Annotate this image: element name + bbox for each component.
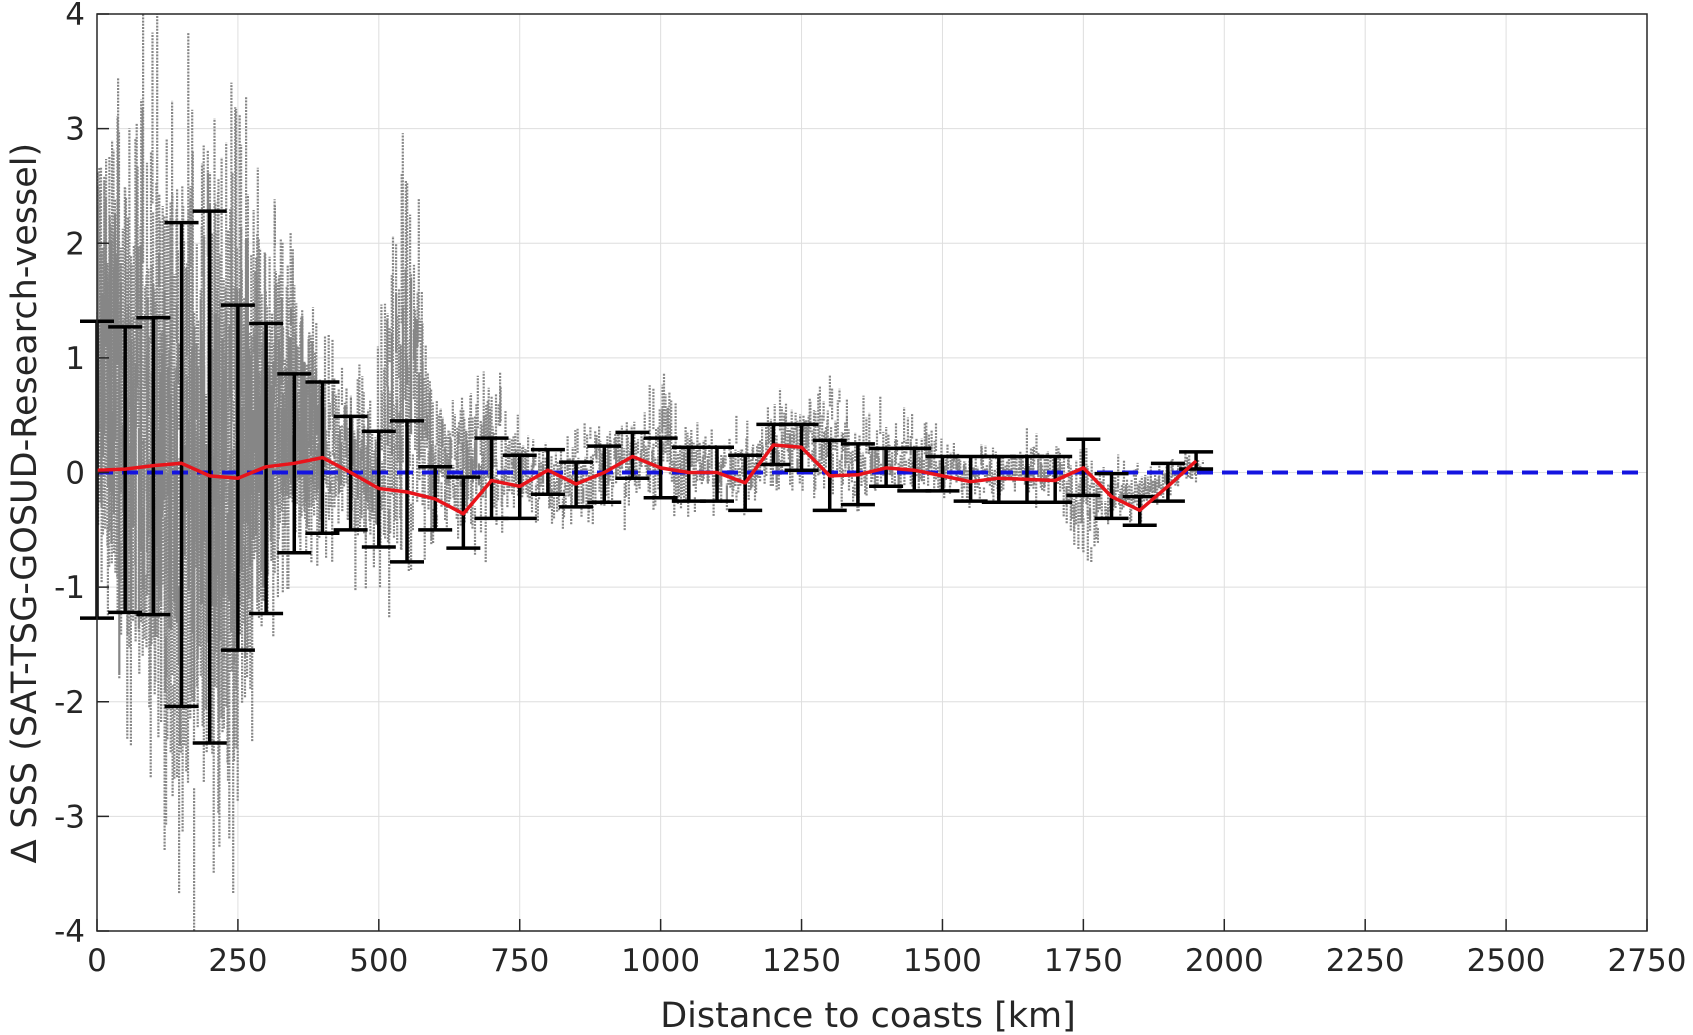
x-tick-label: 250 (208, 943, 267, 979)
y-tick-label: -4 (54, 914, 85, 950)
x-tick-label: 2000 (1185, 943, 1264, 979)
y-axis-label: ∆ SSS (SAT-TSG-GOSUD-Research-vessel) (5, 143, 45, 864)
x-tick-label: 1250 (762, 943, 841, 979)
mean-line-group (96, 443, 1198, 516)
mean-line (96, 443, 1198, 516)
y-axis-ticks: -4 -3 -2 -1 0 1 2 3 4 (54, 0, 109, 950)
y-tick-label: 4 (65, 0, 85, 33)
y-tick-label: -1 (54, 570, 85, 606)
y-tick-label: 0 (65, 456, 85, 492)
y-tick-label: -3 (54, 799, 85, 835)
y-tick-label: 3 (65, 112, 85, 148)
y-tick-label: -2 (54, 685, 85, 721)
x-tick-label: 2250 (1326, 943, 1405, 979)
x-tick-label: 1000 (621, 943, 700, 979)
x-tick-label: 1500 (903, 943, 982, 979)
y-tick-label: 1 (65, 341, 85, 377)
x-axis-label: Distance to coasts [km] (660, 996, 1076, 1035)
x-tick-label: 2750 (1608, 943, 1687, 979)
x-tick-label: 1750 (1044, 943, 1123, 979)
x-axis-ticks: 0 250 500 750 1000 1250 1500 1750 2000 2250 2500 27… (87, 919, 1686, 979)
x-tick-label: 2500 (1467, 943, 1546, 979)
y-tick-label: 2 (65, 226, 85, 262)
x-tick-label: 500 (349, 943, 408, 979)
x-tick-label: 750 (490, 943, 549, 979)
x-tick-label: 0 (87, 943, 107, 979)
